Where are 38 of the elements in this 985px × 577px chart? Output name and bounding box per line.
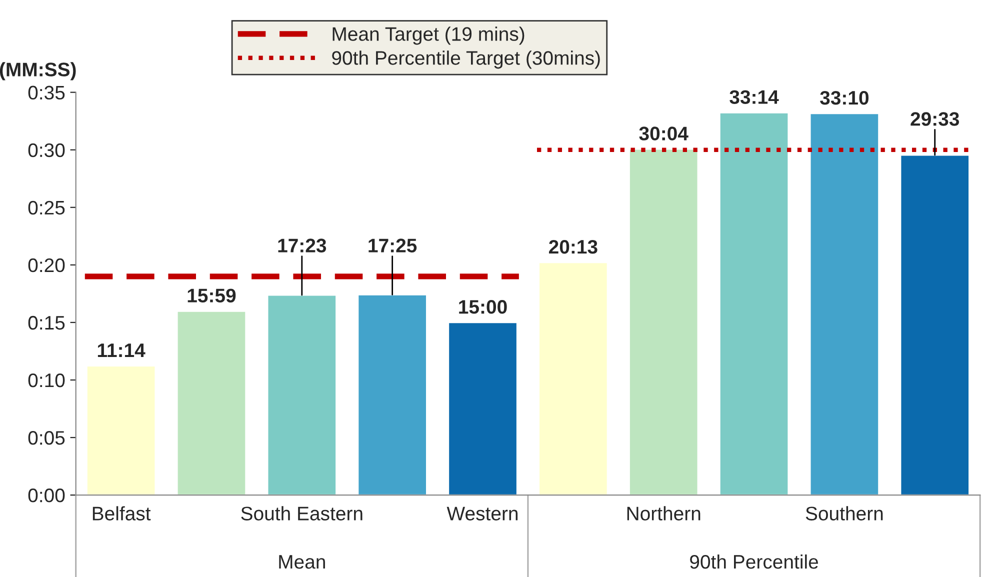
bar <box>900 154 970 496</box>
x-tick-label: South Eastern <box>241 506 362 520</box>
data-label: 15:59 <box>188 288 236 302</box>
bar <box>357 294 428 496</box>
x-tick-label: Western <box>446 506 518 520</box>
y-tick-label: 0:30 <box>28 143 65 158</box>
data-label: 29:33 <box>910 112 960 126</box>
y-tick-label: 0:00 <box>28 488 65 502</box>
data-label: 17:23 <box>278 238 326 252</box>
y-tick-label: 0:20 <box>28 258 65 272</box>
text: Mean <box>279 555 325 569</box>
data-label: 30:04 <box>639 126 688 140</box>
data-label: 15:00 <box>459 300 507 314</box>
y-tick-label: 0:25 <box>28 200 65 215</box>
y-tick-label: 0:10 <box>28 373 65 388</box>
data-label: 20:13 <box>548 240 598 254</box>
bar <box>718 112 790 496</box>
y-tick-label: 0:15 <box>28 316 65 330</box>
text: 90th Percentile <box>690 554 818 569</box>
y-axis-title: (MM:SS) <box>0 62 76 80</box>
bar <box>628 148 699 496</box>
bar <box>266 294 337 496</box>
x-tick-label: Belfast <box>92 506 151 520</box>
bar <box>448 322 518 496</box>
legend-label: Mean Target (19 mins) <box>332 26 524 45</box>
x-tick-label: Northern <box>627 506 700 520</box>
y-tick-label: 0:05 <box>28 431 65 445</box>
x-tick-label: Southern <box>806 506 883 520</box>
bar <box>86 365 156 496</box>
data-label: 17:25 <box>368 238 417 252</box>
data-label: 33:14 <box>730 90 779 104</box>
y-tick-label: 0:35 <box>28 86 65 100</box>
bar <box>809 112 880 496</box>
data-label: 33:10 <box>820 90 869 105</box>
legend-label: 90th Percentile Target (30mins) <box>332 50 600 69</box>
bar <box>176 310 247 496</box>
bar <box>538 262 608 496</box>
data-label: 11:14 <box>98 344 146 357</box>
